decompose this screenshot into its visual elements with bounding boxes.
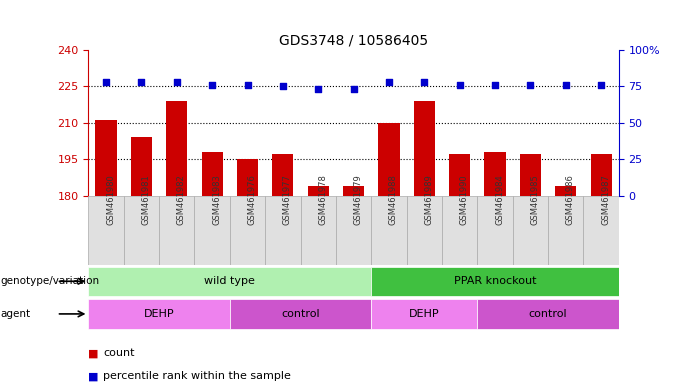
Bar [301, 196, 336, 265]
Bar [201, 152, 223, 196]
Bar [442, 196, 477, 265]
Bar [477, 299, 619, 329]
Point [525, 82, 536, 88]
Bar [371, 299, 477, 329]
Point [348, 86, 359, 93]
Text: GSM461982: GSM461982 [177, 174, 186, 225]
Point [454, 82, 465, 88]
Text: GSM461979: GSM461979 [354, 174, 362, 225]
Bar [449, 154, 471, 196]
Bar [131, 137, 152, 196]
Text: GSM461983: GSM461983 [212, 174, 221, 225]
Text: GSM461987: GSM461987 [601, 174, 610, 225]
Point [490, 82, 500, 88]
Text: percentile rank within the sample: percentile rank within the sample [103, 371, 291, 381]
Text: agent: agent [1, 309, 31, 319]
Bar [124, 196, 159, 265]
Bar [336, 196, 371, 265]
Point [419, 79, 430, 85]
Point [207, 82, 218, 88]
Text: ■: ■ [88, 371, 103, 381]
Text: GSM461988: GSM461988 [389, 174, 398, 225]
Bar [590, 154, 612, 196]
Text: count: count [103, 348, 135, 358]
Text: PPAR knockout: PPAR knockout [454, 276, 537, 286]
Bar [520, 154, 541, 196]
Text: GSM461985: GSM461985 [530, 174, 539, 225]
Bar [194, 196, 230, 265]
Bar [230, 299, 371, 329]
Bar [88, 196, 124, 265]
Text: GSM461986: GSM461986 [566, 174, 575, 225]
Title: GDS3748 / 10586405: GDS3748 / 10586405 [279, 33, 428, 47]
Text: GSM461980: GSM461980 [106, 174, 115, 225]
Point [242, 82, 253, 88]
Text: control: control [529, 309, 567, 319]
Bar [371, 196, 407, 265]
Bar [272, 154, 294, 196]
Point [313, 86, 324, 93]
Point [136, 79, 147, 85]
Text: GSM461976: GSM461976 [248, 174, 256, 225]
Bar [477, 196, 513, 265]
Text: GSM461978: GSM461978 [318, 174, 327, 225]
Bar [166, 101, 188, 196]
Point [384, 79, 394, 85]
Bar [413, 101, 435, 196]
Text: wild type: wild type [205, 276, 255, 286]
Bar [307, 186, 329, 196]
Bar [343, 186, 364, 196]
Text: GSM461977: GSM461977 [283, 174, 292, 225]
Bar [265, 196, 301, 265]
Bar [95, 121, 117, 196]
Text: ■: ■ [88, 348, 103, 358]
Bar [583, 196, 619, 265]
Point [171, 79, 182, 85]
Bar [378, 123, 400, 196]
Point [560, 82, 571, 88]
Bar [230, 196, 265, 265]
Text: GSM461989: GSM461989 [424, 174, 433, 225]
Text: GSM461984: GSM461984 [495, 174, 504, 225]
Bar [88, 299, 230, 329]
Point [277, 83, 288, 89]
Text: DEHP: DEHP [409, 309, 440, 319]
Bar [237, 159, 258, 196]
Bar [407, 196, 442, 265]
Bar [513, 196, 548, 265]
Bar [88, 266, 371, 296]
Bar [484, 152, 506, 196]
Point [101, 79, 112, 85]
Bar [371, 266, 619, 296]
Text: GSM461990: GSM461990 [460, 174, 469, 225]
Text: genotype/variation: genotype/variation [1, 276, 100, 286]
Bar [159, 196, 194, 265]
Point [596, 82, 607, 88]
Text: GSM461981: GSM461981 [141, 174, 150, 225]
Text: control: control [282, 309, 320, 319]
Bar [555, 186, 577, 196]
Bar [548, 196, 583, 265]
Text: DEHP: DEHP [143, 309, 175, 319]
